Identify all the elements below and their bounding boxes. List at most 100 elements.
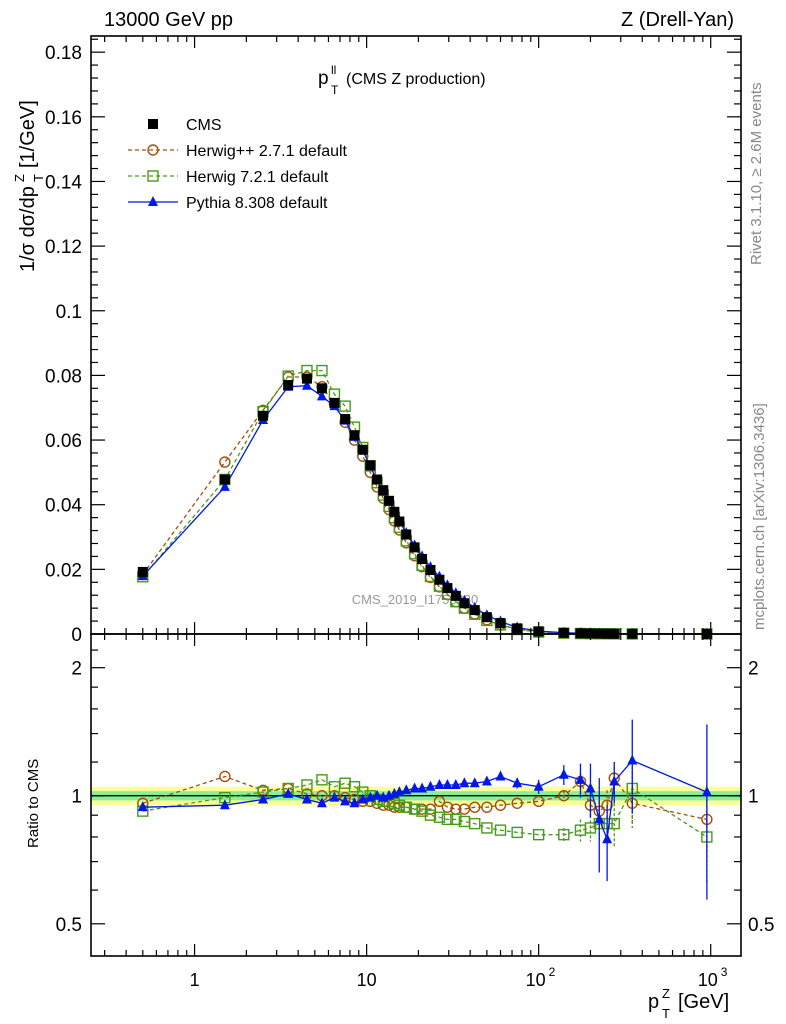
ratio-point-herwigpp <box>433 795 446 808</box>
xlabel-symbol: p <box>648 991 659 1013</box>
ratio-point-pythia <box>533 780 544 791</box>
main-point-cms <box>316 383 327 394</box>
ratio-point-pythia <box>701 786 712 797</box>
ratio-point-herwigpp <box>219 770 231 783</box>
x-tick-label: 10 2 <box>526 965 556 990</box>
ratio-point-herwigpp <box>511 797 523 809</box>
main-point-pythia <box>301 379 312 390</box>
ratio-point-pythia <box>434 778 445 789</box>
main-point-herwigpp <box>219 456 231 468</box>
ratio-point-herwigpp <box>494 799 507 811</box>
ratio-point-pythia <box>594 813 605 824</box>
main-point-herwig7 <box>339 400 351 412</box>
legend-label-herwig7: Herwig 7.2.1 default <box>186 169 329 186</box>
main-y-axis-label: 1/σ dσ/dp Z T [1/GeV] <box>12 100 46 272</box>
ratio-point-herwigpp <box>481 801 493 813</box>
ratio-point-pythia <box>329 791 340 802</box>
ratio-point-pythia <box>558 768 569 779</box>
main-ylabel-sup: Z <box>12 174 27 182</box>
ratio-point-herwigpp <box>558 790 570 802</box>
main-point-cms <box>357 444 368 455</box>
main-point-cms <box>495 618 506 629</box>
ratio-point-herwig7 <box>494 824 507 836</box>
ratio-point-pythia <box>316 797 327 808</box>
ratio-point-pythia <box>575 773 586 784</box>
main-point-cms <box>219 474 230 485</box>
ratio-point-herwig7 <box>469 817 481 830</box>
main-y-tick-label: 0.06 <box>45 431 82 452</box>
main-point-cms <box>434 574 445 585</box>
ratio-y-tick-label-left: 1 <box>71 787 82 808</box>
legend-marker-herwig7 <box>147 170 159 182</box>
legend-marker-cms <box>148 119 158 129</box>
ratio-point-herwig7 <box>433 811 446 823</box>
ratio-point-herwig7 <box>316 774 328 786</box>
main-title-sup: ll <box>331 63 336 77</box>
ratio-series-pythia <box>137 719 712 900</box>
ratio-point-herwig7 <box>558 828 570 841</box>
ratio-point-pythia <box>417 782 428 793</box>
main-y-tick-label: 0.08 <box>45 366 82 387</box>
ratio-point-pythia <box>495 770 506 781</box>
main-y-tick-label: 0.14 <box>45 172 82 193</box>
xlabel-sub: T <box>662 1006 670 1021</box>
main-point-cms <box>394 516 405 527</box>
ratio-point-pythia <box>349 797 360 808</box>
ratio-point-pythia <box>258 793 269 804</box>
ratio-y-tick-label-right: 0.5 <box>748 915 774 936</box>
ratio-point-pythia <box>301 793 312 804</box>
ratio-y-tick-label-right: 2 <box>748 659 759 680</box>
main-point-cms <box>512 623 523 634</box>
main-ylabel-text: 1/σ dσ/dp <box>17 186 39 272</box>
main-point-cms <box>349 430 360 441</box>
main-point-cms <box>258 410 269 421</box>
ratio-point-pythia <box>409 782 420 793</box>
rivet-label: Rivet 3.1.10, ≥ 2.6M events <box>748 83 765 266</box>
main-point-cms <box>365 460 376 471</box>
svg-text:10: 10 <box>698 970 718 990</box>
ratio-point-pythia <box>340 795 351 806</box>
ratio-point-herwigpp <box>441 801 454 813</box>
main-point-cms <box>469 605 480 616</box>
ratio-point-herwig7 <box>400 801 412 813</box>
main-title: p ll T (CMS Z production) <box>318 63 486 97</box>
ratio-plot-frame <box>90 633 742 957</box>
main-point-cms <box>372 474 383 485</box>
legend-label-pythia: Pythia 8.308 default <box>186 195 328 212</box>
ratio-point-pythia <box>585 782 596 793</box>
main-point-cms <box>378 485 389 496</box>
ratio-point-herwig7 <box>424 809 437 821</box>
main-point-cms <box>558 627 569 638</box>
ratio-point-pythia <box>450 778 461 789</box>
ratio-y-tick-label-right: 1 <box>748 787 759 808</box>
main-title-text: (CMS Z production) <box>346 71 486 88</box>
main-y-tick-label: 0.04 <box>45 496 82 517</box>
main-point-cms <box>409 542 420 553</box>
ratio-point-pythia <box>512 777 523 788</box>
ratio-point-pythia <box>459 777 470 788</box>
ratio-point-herwig7 <box>511 826 523 839</box>
ratio-point-herwig7 <box>408 803 421 815</box>
main-point-cms <box>481 612 492 623</box>
svg-text:1: 1 <box>190 970 200 990</box>
main-ylabel-unit: [1/GeV] <box>17 100 39 168</box>
ratio-y-tick-label-left: 2 <box>71 659 82 680</box>
svg-text:2: 2 <box>549 965 556 979</box>
legend-label-cms: CMS <box>186 117 222 134</box>
main-point-cms <box>389 506 400 517</box>
main-ylabel-sub: T <box>31 174 46 182</box>
main-point-cms <box>450 590 461 601</box>
main-point-cms <box>340 414 351 425</box>
main-point-cms <box>425 564 436 575</box>
ratio-point-herwig7 <box>481 822 493 834</box>
ratio-point-herwigpp <box>469 801 481 813</box>
ratio-point-pythia <box>219 799 230 810</box>
main-title-sub: T <box>331 83 339 97</box>
x-tick-label: 10 3 <box>698 965 728 990</box>
ratio-point-herwigpp <box>458 803 471 815</box>
ratio-point-herwig7 <box>532 828 545 841</box>
legend-marker-pythia <box>148 196 158 206</box>
main-point-cms <box>301 373 312 384</box>
main-title-symbol: p <box>318 68 329 89</box>
mcplots-label: mcplots.cern.ch [arXiv:1306.3436] <box>751 403 768 630</box>
